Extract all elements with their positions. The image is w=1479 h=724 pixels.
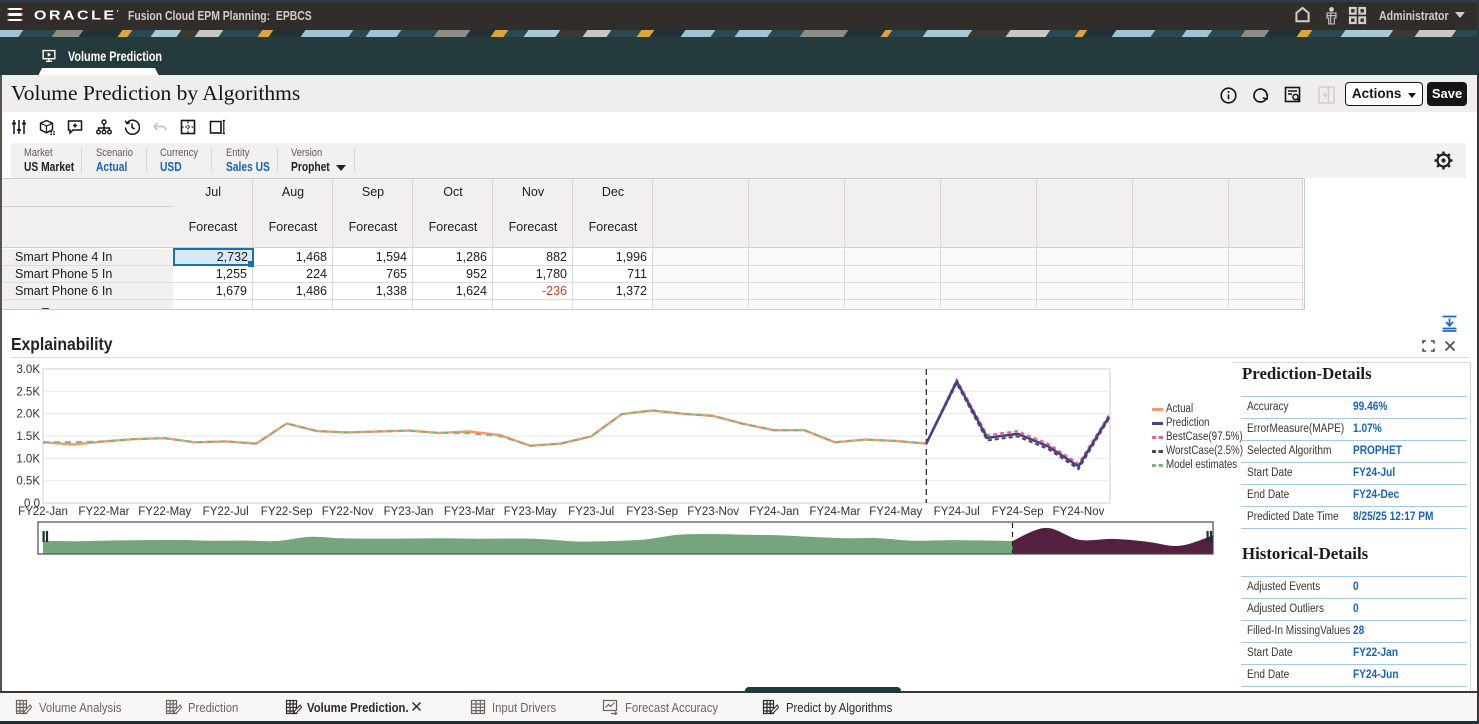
svg-text:FY24-Jul: FY24-Jul [934, 506, 980, 518]
svg-text:1.0K: 1.0K [16, 453, 40, 465]
svg-text:FY22-Nov: FY22-Nov [322, 506, 374, 518]
svg-text:FY24-May: FY24-May [869, 506, 922, 518]
svg-text:0.0: 0.0 [24, 498, 40, 510]
svg-text:FY23-May: FY23-May [504, 506, 557, 518]
svg-text:FY23-Jul: FY23-Jul [568, 506, 614, 518]
svg-text:FY22-Jul: FY22-Jul [203, 506, 249, 518]
svg-text:FY23-Jan: FY23-Jan [384, 506, 434, 518]
svg-text:FY24-Mar: FY24-Mar [809, 506, 860, 518]
svg-text:FY23-Sep: FY23-Sep [626, 506, 678, 518]
svg-text:FY22-Jan: FY22-Jan [18, 506, 68, 518]
svg-text:FY23-Nov: FY23-Nov [687, 506, 739, 518]
svg-text:FY24-Jan: FY24-Jan [749, 506, 799, 518]
svg-text:FY23-Mar: FY23-Mar [444, 506, 495, 518]
svg-text:FY22-Mar: FY22-Mar [78, 506, 129, 518]
svg-text:2.5K: 2.5K [16, 386, 40, 398]
svg-text:2.0K: 2.0K [16, 409, 40, 421]
svg-text:FY22-May: FY22-May [138, 506, 191, 518]
svg-text:3.0K: 3.0K [16, 364, 40, 376]
svg-text:0.5K: 0.5K [16, 476, 40, 488]
svg-text:FY24-Sep: FY24-Sep [992, 506, 1044, 518]
svg-text:FY24-Nov: FY24-Nov [1053, 506, 1105, 518]
svg-text:FY22-Sep: FY22-Sep [261, 506, 313, 518]
svg-text:1.5K: 1.5K [16, 431, 40, 443]
